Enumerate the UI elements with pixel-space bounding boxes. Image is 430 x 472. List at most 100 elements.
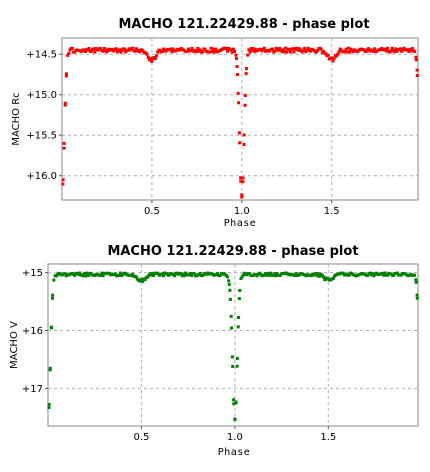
v-data-point — [48, 368, 52, 372]
v-y-tick-label: +17 — [22, 384, 43, 395]
rc-data-point — [82, 48, 86, 52]
rc-data-point — [131, 46, 135, 50]
v-chart-title: MACHO 121.22429.88 - phase plot — [107, 244, 358, 259]
rc-data-point — [63, 101, 67, 105]
rc-data-point — [409, 49, 413, 53]
rc-plot-area — [61, 37, 419, 201]
v-data-point — [341, 271, 345, 275]
v-data-point — [189, 272, 193, 276]
v-x-tick-label: 0.5 — [133, 432, 149, 443]
v-data-point — [399, 273, 403, 277]
v-data-point — [99, 273, 103, 277]
rc-chart-title: MACHO 121.22429.88 - phase plot — [118, 17, 369, 32]
rc-data-point — [242, 142, 246, 146]
rc-data-point — [62, 141, 66, 145]
rc-data-point — [288, 50, 292, 54]
v-data-point — [228, 297, 232, 301]
rc-data-point — [210, 50, 214, 54]
v-data-point — [368, 271, 372, 275]
rc-data-point — [214, 47, 218, 51]
v-data-point — [241, 273, 245, 277]
v-data-point — [78, 271, 82, 275]
v-data-point — [265, 273, 269, 277]
v-x-ticks: 0.5 1.0 1.5 — [133, 426, 336, 443]
v-data-point — [86, 274, 90, 278]
v-data-point — [165, 272, 169, 276]
rc-x-ticks: 0.5 1.0 1.5 — [144, 200, 340, 217]
v-data-point — [231, 364, 235, 368]
v-data-point — [320, 273, 324, 277]
rc-data-point — [170, 50, 174, 54]
v-data-point — [225, 275, 229, 279]
v-y-tick-label: +15 — [22, 268, 43, 279]
rc-data-point — [234, 53, 238, 57]
rc-data-point — [364, 50, 368, 54]
v-data-point — [234, 401, 238, 405]
rc-data-point — [384, 49, 388, 53]
v-data-point — [51, 293, 55, 297]
rc-data-point — [330, 56, 334, 60]
rc-data-point — [64, 72, 68, 76]
v-data-point — [141, 279, 145, 283]
v-data-point — [131, 272, 135, 276]
v-data-point — [181, 272, 185, 276]
rc-data-point — [62, 146, 66, 150]
v-x-tick-label: 1.0 — [227, 432, 243, 443]
v-data-point — [233, 418, 237, 422]
v-data-point — [237, 315, 241, 319]
v-data-points — [47, 271, 419, 422]
rc-data-points — [61, 46, 419, 199]
rc-data-point — [345, 50, 349, 54]
rc-data-point — [244, 72, 248, 76]
v-data-point — [415, 296, 419, 300]
v-data-point — [227, 279, 231, 283]
rc-data-point — [211, 47, 215, 51]
rc-data-point — [68, 48, 72, 52]
rc-data-point — [400, 49, 404, 53]
v-data-point — [201, 273, 205, 277]
rc-data-point — [324, 52, 328, 56]
v-data-point — [134, 275, 138, 279]
v-data-point — [323, 278, 327, 282]
v-data-point — [275, 271, 279, 275]
rc-y-axis-label: MACHO Rc — [11, 92, 22, 145]
v-y-ticks: +15 +16 +17 — [22, 268, 48, 395]
v-data-point — [269, 271, 273, 275]
rc-data-point — [281, 48, 285, 52]
rc-data-point — [61, 178, 65, 182]
rc-data-point — [64, 74, 68, 78]
rc-data-point — [158, 48, 162, 52]
rc-data-point — [118, 48, 122, 52]
v-data-point — [139, 278, 143, 282]
v-data-point — [230, 326, 234, 330]
v-data-point — [47, 402, 51, 406]
v-data-point — [266, 271, 270, 275]
rc-data-point — [93, 50, 97, 54]
rc-data-point — [169, 47, 173, 51]
rc-data-point — [385, 46, 389, 50]
rc-data-point — [229, 48, 233, 52]
rc-data-point — [280, 50, 284, 54]
v-data-point — [228, 288, 232, 292]
rc-data-point — [322, 49, 326, 53]
rc-data-point — [278, 46, 282, 50]
rc-data-point — [238, 141, 242, 145]
rc-data-point — [304, 50, 308, 54]
rc-data-point — [196, 46, 200, 50]
v-data-point — [48, 366, 52, 370]
rc-data-point — [171, 47, 175, 51]
v-data-point — [50, 296, 54, 300]
v-data-point — [381, 271, 385, 275]
rc-data-point — [237, 131, 241, 135]
v-data-point — [230, 355, 234, 359]
v-data-point — [272, 272, 276, 276]
v-data-point — [395, 271, 399, 275]
rc-data-point — [335, 54, 339, 58]
rc-data-point — [367, 47, 371, 51]
rc-grid — [62, 38, 418, 200]
rc-data-point — [298, 47, 302, 51]
rc-phase-chart: MACHO 121.22429.88 - phase plot 0.5 1.0 1.… — [11, 17, 419, 229]
v-data-point — [366, 273, 370, 277]
v-data-point — [198, 271, 202, 275]
v-phase-chart: MACHO 121.22429.88 - phase plot 0.5 1.0 1.… — [9, 244, 419, 458]
